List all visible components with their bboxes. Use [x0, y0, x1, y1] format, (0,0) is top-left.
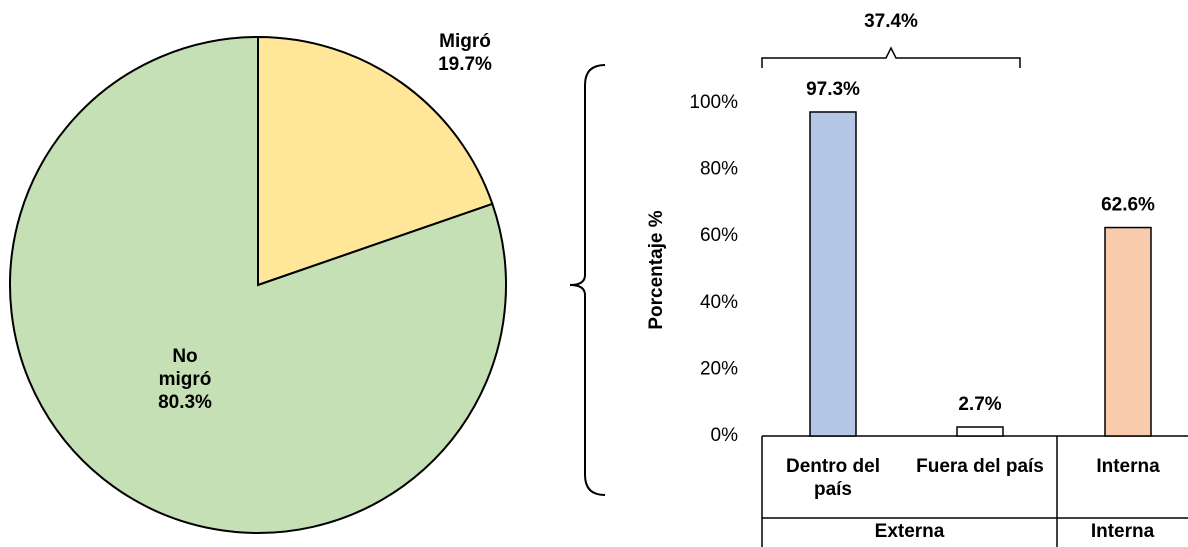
bar-value-label: 62.6% — [1101, 195, 1155, 216]
slice-label: Migró — [439, 31, 491, 52]
y-tick-label: 60% — [700, 225, 738, 246]
brace — [569, 64, 606, 496]
bar-value-label: 2.7% — [958, 394, 1001, 415]
group-label: Interna — [1090, 521, 1155, 542]
slice-value-label: 80.3% — [158, 392, 212, 413]
bar — [956, 426, 1004, 437]
y-tick-label: 100% — [689, 92, 738, 113]
annotation: 37.4% — [864, 11, 918, 32]
y-tick-label: 20% — [700, 358, 738, 379]
bracket — [761, 46, 1021, 68]
group-label: Externa — [874, 521, 945, 542]
bar-value-label: 97.3% — [806, 79, 860, 100]
y-tick-label: 0% — [711, 425, 739, 446]
x-tick-label: Dentro del país — [786, 456, 880, 500]
pie-slice — [257, 35, 494, 287]
x-tick-label: Fuera del país — [916, 456, 1044, 477]
slice-value-label: 19.7% — [438, 54, 492, 75]
pie-slice — [9, 35, 507, 534]
bar — [1104, 226, 1152, 437]
y-tick-label: 40% — [700, 292, 738, 313]
x-tick-label: Interna — [1096, 456, 1160, 477]
y-axis-label: Porcentaje % — [646, 210, 667, 329]
bar — [809, 111, 857, 437]
slice-label: No migró — [158, 346, 212, 390]
y-tick-label: 80% — [700, 159, 738, 180]
